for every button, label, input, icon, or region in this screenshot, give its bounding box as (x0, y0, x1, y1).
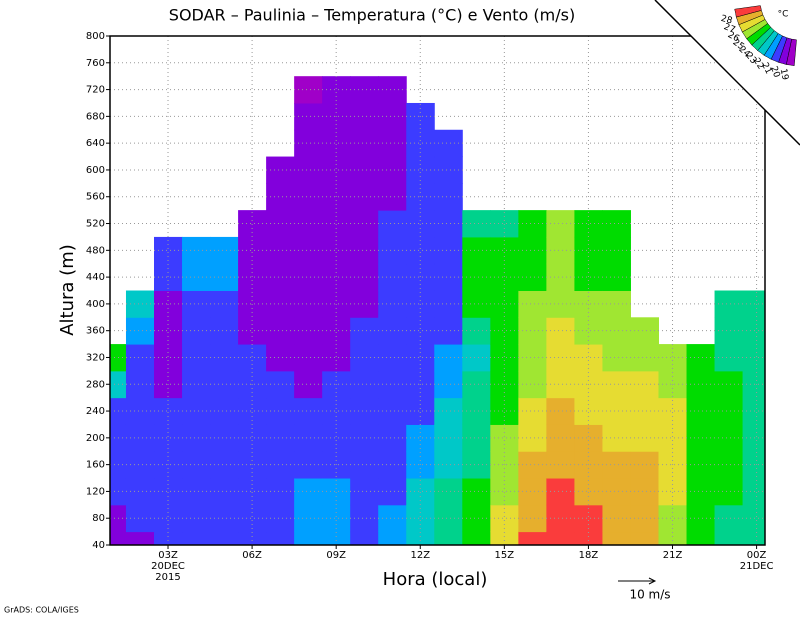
colorbar-label: 28 (720, 14, 734, 27)
colorbar-label: 27 (722, 22, 736, 36)
y-tick-label: 520 (86, 219, 105, 230)
colorbar-label: 26 (726, 30, 741, 44)
x-tick-label: 12Z (410, 550, 430, 561)
y-tick-label: 280 (86, 379, 105, 390)
y-tick-label: 160 (86, 460, 105, 471)
y-tick-label: 600 (86, 165, 105, 176)
x-tick-label: 03Z (158, 550, 178, 561)
y-tick-label: 120 (86, 486, 105, 497)
y-axis-label: Altura (m) (57, 244, 78, 336)
vector-scale-arrowhead (648, 577, 657, 585)
heat-cell (110, 531, 127, 546)
colorbar-segment (735, 10, 764, 26)
heat-cell (714, 531, 744, 546)
heat-cell (602, 531, 631, 546)
heat-cell (238, 531, 267, 546)
date-label: 20DEC (151, 561, 185, 572)
heat-cell (574, 531, 603, 546)
y-tick-label: 40 (92, 540, 105, 551)
heat-cell (658, 531, 688, 546)
heat-cell (210, 531, 239, 546)
x-tick-label: 06Z (242, 550, 262, 561)
x-tick-label: 15Z (495, 550, 515, 561)
heat-cell (154, 531, 183, 546)
y-tick-label: 440 (86, 272, 105, 283)
heat-cell (125, 531, 155, 546)
y-tick-label: 400 (86, 299, 105, 310)
heat-cell (742, 531, 766, 546)
heat-cell (350, 531, 379, 546)
x-tick-label: 09Z (326, 550, 346, 561)
colorbar-segment (746, 23, 772, 46)
y-tick-label: 560 (86, 192, 105, 203)
heat-cell (518, 531, 547, 546)
y-tick-label: 360 (86, 326, 105, 337)
heat-cell (406, 531, 435, 546)
colorbar-segment (738, 14, 766, 33)
heat-cell (546, 531, 575, 546)
x-tick-label: 00Z (747, 550, 767, 561)
credit: GrADS: COLA/IGES (4, 606, 79, 615)
heat-cell (378, 531, 407, 546)
y-tick-label: 640 (86, 138, 105, 149)
colorbar-unit: °C (778, 10, 789, 20)
heat-cell (266, 531, 295, 546)
x-tick-label: 18Z (579, 550, 599, 561)
heat-cell (322, 531, 351, 546)
colorbar-segment (770, 35, 788, 63)
y-tick-label: 80 (92, 513, 105, 524)
colorbar-segment (778, 37, 792, 65)
corner-line (654, 0, 800, 146)
x-axis-label: Hora (local) (383, 569, 488, 590)
heat-cell (434, 531, 463, 546)
y-tick-label: 200 (86, 433, 105, 444)
colorbar-label: 21 (759, 61, 773, 76)
vector-scale-label: 10 m/s (629, 588, 670, 602)
y-tick-label: 800 (86, 31, 105, 42)
colorbar-label: 19 (778, 68, 790, 82)
heat-cell (630, 531, 659, 546)
y-tick-label: 720 (86, 85, 105, 96)
chart-title: SODAR – Paulinia – Temperatura (°C) e Ve… (169, 6, 575, 25)
heat-cell (686, 531, 716, 546)
heat-cell (462, 531, 491, 546)
plot-frame (109, 35, 766, 546)
colorbar-label: 20 (768, 65, 781, 79)
colorbar-segment (757, 30, 779, 56)
y-tick-label: 680 (86, 111, 105, 122)
colorbar-segment (741, 19, 768, 40)
colorbar-segment (734, 5, 762, 18)
colorbar-segment (785, 38, 797, 67)
y-tick-label: 240 (86, 406, 105, 417)
y-tick-label: 320 (86, 352, 105, 363)
colorbar-segment (763, 33, 783, 60)
date-label: 2015 (155, 572, 180, 583)
heat-cell (294, 531, 323, 546)
heat-cell (182, 531, 211, 546)
colorbar-segment (751, 26, 775, 51)
date-label: 21DEC (740, 561, 774, 572)
y-tick-label: 760 (86, 58, 105, 69)
y-tick-label: 480 (86, 245, 105, 256)
x-tick-label: 21Z (663, 550, 683, 561)
heat-cell (490, 531, 519, 546)
